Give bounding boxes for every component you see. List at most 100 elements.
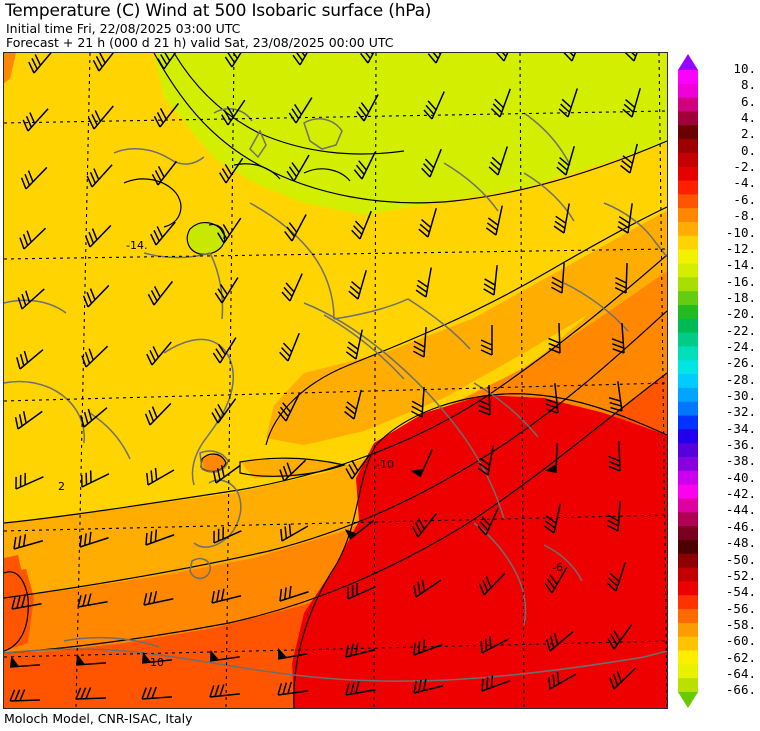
colorbar-tick: -2. — [733, 159, 756, 175]
colorbar-band — [678, 180, 698, 195]
svg-text:2: 2 — [58, 480, 65, 493]
colorbar-tick: -16. — [725, 273, 756, 289]
colorbar-tick: -66. — [725, 682, 756, 698]
colorbar-band — [678, 318, 698, 334]
colorbar-tick: -40. — [725, 469, 756, 485]
colorbar-band — [678, 97, 698, 113]
colorbar-band — [678, 83, 698, 99]
colorbar-band — [678, 498, 698, 513]
colorbar-tick: -6. — [733, 191, 756, 207]
colorbar-tick: -56. — [725, 600, 756, 616]
colorbar-tick: -34. — [725, 420, 756, 436]
coastlines — [4, 108, 667, 682]
colorbar-band — [678, 277, 698, 292]
colorbar-tick: -12. — [725, 240, 756, 256]
colorbar-tick: -24. — [725, 338, 756, 354]
colorbar-tick: -50. — [725, 551, 756, 567]
colorbar-band — [678, 346, 698, 361]
colorbar-tick: 6. — [740, 93, 756, 109]
colorbar-band — [678, 70, 698, 85]
colorbar-tick: -52. — [725, 567, 756, 583]
colorbar-band — [678, 609, 698, 624]
colorbar-band — [678, 235, 698, 251]
colorbar-band — [678, 222, 698, 237]
colorbar-band — [678, 401, 698, 417]
svg-text:-6: -6 — [552, 561, 563, 574]
colorbar-band — [678, 263, 698, 278]
colorbar-under-arrow — [678, 692, 698, 708]
colorbar-tick: -30. — [725, 388, 756, 403]
svg-text:-10: -10 — [376, 458, 394, 471]
colorbar-tick: -8. — [733, 208, 756, 224]
colorbar-tick: -28. — [725, 371, 756, 387]
colorbar-tick: 2. — [740, 126, 756, 142]
colorbar-tick: -46. — [725, 518, 756, 534]
colorbar-band — [678, 374, 698, 389]
colorbar-band — [678, 650, 698, 665]
colorbar-band — [678, 636, 698, 652]
colorbar-band — [678, 553, 698, 569]
graticule — [4, 53, 667, 708]
colorbar-band — [678, 415, 698, 430]
colorbar-band — [678, 111, 698, 126]
colorbar-tick: -60. — [725, 633, 756, 649]
colorbar-tick: -20. — [725, 306, 756, 322]
colorbar — [678, 52, 698, 709]
colorbar-band — [678, 208, 698, 223]
colorbar-tick: 8. — [740, 77, 756, 93]
colorbar-tick: -14. — [725, 257, 756, 273]
colorbar-tick: -18. — [725, 289, 756, 305]
colorbar-tick: -38. — [725, 453, 756, 469]
colorbar-band — [678, 429, 698, 444]
colorbar-band — [678, 304, 698, 320]
colorbar-band — [678, 470, 698, 486]
colorbar-band — [678, 678, 698, 693]
colorbar-band — [678, 360, 698, 375]
colorbar-tick: -58. — [725, 616, 756, 632]
colorbar-band — [678, 581, 698, 596]
colorbar-tick: -54. — [725, 584, 756, 600]
contour-labels: -14. 2 10 -6 -10 — [58, 239, 563, 669]
colorbar-tick: -48. — [725, 535, 756, 551]
colorbar-tick: -10. — [725, 224, 756, 240]
colorbar-tick: 4. — [740, 110, 756, 126]
colorbar-band — [678, 166, 698, 182]
colorbar-band — [678, 595, 698, 610]
colorbar-tick: -4. — [733, 175, 756, 191]
colorbar-over-arrow — [678, 54, 698, 70]
model-credit: Moloch Model, CNR-ISAC, Italy — [4, 711, 193, 726]
colorbar-tick-labels: 10. 8. 6. 4. 2. 0. -2. -4. -6. -8. -10. -12. -14. -16… — [702, 52, 758, 709]
initial-time-text: Initial time Fri, 22/08/2025 03:00 UTC — [6, 21, 241, 36]
colorbar-tick: -64. — [725, 665, 756, 681]
colorbar-tick: 10. — [733, 61, 756, 76]
map-canvas: -14. 2 10 -6 -10 — [4, 53, 667, 708]
colorbar-band — [678, 526, 698, 541]
colorbar-tick: -42. — [725, 486, 756, 502]
forecast-valid-text: Forecast + 21 h (000 d 21 h) valid Sat, … — [6, 35, 394, 50]
colorbar-band — [678, 152, 698, 168]
svg-text:-14.: -14. — [126, 239, 147, 252]
colorbar-band — [678, 249, 698, 265]
weather-map[interactable]: -14. 2 10 -6 -10 — [3, 52, 668, 709]
colorbar-band — [678, 457, 698, 472]
colorbar-tick: -26. — [725, 355, 756, 371]
colorbar-tick: 0. — [740, 142, 756, 158]
colorbar-tick: -22. — [725, 322, 756, 338]
colorbar-band — [678, 484, 698, 500]
colorbar-tick: -62. — [725, 649, 756, 665]
colorbar-band — [678, 567, 698, 583]
colorbar-band — [678, 664, 698, 679]
colorbar-tick: -44. — [725, 502, 756, 518]
colorbar-band — [678, 125, 698, 140]
header: Temperature (C) Wind at 500 Isobaric sur… — [0, 0, 760, 52]
colorbar-band — [678, 387, 698, 403]
page-title: Temperature (C) Wind at 500 Isobaric sur… — [5, 1, 432, 21]
colorbar-band — [678, 512, 698, 527]
colorbar-band — [678, 443, 698, 458]
temperature-field — [4, 53, 667, 708]
colorbar-band — [678, 139, 698, 154]
colorbar-band — [678, 332, 698, 348]
colorbar-tick: -36. — [725, 437, 756, 453]
colorbar-band — [678, 291, 698, 306]
svg-text:10: 10 — [150, 656, 164, 669]
